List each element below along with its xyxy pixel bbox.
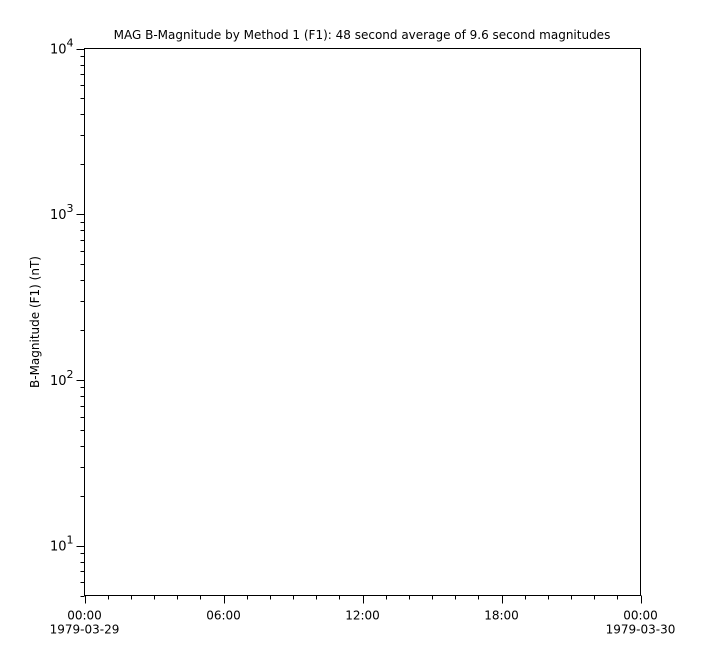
x-tick-time-label: 18:00	[484, 609, 519, 623]
y-tick-base: 10	[50, 208, 67, 223]
y-tick-exponent: 1	[67, 534, 74, 547]
x-tick-time-label: 00:00	[623, 609, 658, 623]
x-tick-date-label: 1979-03-29	[50, 623, 120, 637]
y-tick-label: 102	[50, 368, 74, 389]
x-tick-time-label: 06:00	[206, 609, 241, 623]
y-tick-exponent: 3	[67, 202, 74, 215]
plot-frame	[84, 48, 641, 596]
y-tick-label: 101	[50, 534, 74, 555]
y-tick-label: 103	[50, 202, 74, 223]
y-tick-exponent: 4	[67, 37, 74, 50]
x-tick-time-label: 00:00	[67, 609, 102, 623]
y-axis-label: B-Magnitude (F1) (nT)	[28, 256, 42, 388]
x-tick-time-label: 12:00	[345, 609, 380, 623]
y-tick-exponent: 2	[67, 368, 74, 381]
x-tick-date-label: 1979-03-30	[606, 623, 676, 637]
y-tick-label: 104	[50, 37, 74, 58]
y-tick-base: 10	[50, 374, 67, 389]
y-tick-base: 10	[50, 43, 67, 58]
chart-title: MAG B-Magnitude by Method 1 (F1): 48 sec…	[114, 28, 611, 42]
y-tick-base: 10	[50, 540, 67, 555]
